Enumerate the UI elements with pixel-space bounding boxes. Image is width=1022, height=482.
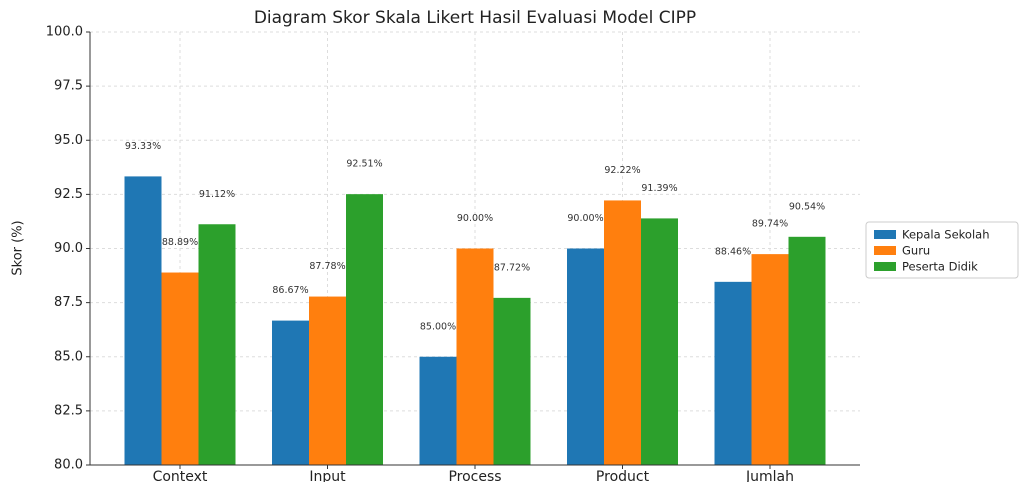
y-axis-label: Skor (%) xyxy=(11,220,26,275)
bar xyxy=(272,320,309,465)
y-tick-label: 100.0 xyxy=(46,25,83,40)
y-tick-label: 82.5 xyxy=(54,403,83,418)
value-label: 92.22% xyxy=(604,165,640,176)
bar xyxy=(124,176,162,465)
y-tick-label: 87.5 xyxy=(54,295,83,310)
value-label: 88.89% xyxy=(162,237,198,248)
bar xyxy=(456,248,494,465)
value-label: 91.39% xyxy=(641,183,677,194)
legend-label: Kepala Sekolah xyxy=(902,228,989,242)
value-label: 88.46% xyxy=(715,246,751,257)
y-tick-label: 80.0 xyxy=(54,458,83,473)
value-label: 90.54% xyxy=(789,201,825,212)
bar xyxy=(641,218,678,465)
bar xyxy=(198,224,236,465)
x-tick-label: Product xyxy=(596,469,650,482)
value-label: 89.74% xyxy=(752,219,788,230)
x-tick-label: Jumlah xyxy=(745,469,794,482)
legend-swatch xyxy=(874,246,896,255)
bar xyxy=(751,254,789,465)
y-tick-label: 92.5 xyxy=(54,187,83,202)
x-tick-label: Process xyxy=(448,469,501,482)
bar xyxy=(419,356,457,465)
value-label: 91.12% xyxy=(199,189,235,200)
legend-box xyxy=(865,221,1019,279)
value-label: 90.00% xyxy=(457,213,493,224)
legend-swatch xyxy=(874,262,896,271)
value-label: 85.00% xyxy=(420,321,456,332)
bar xyxy=(567,248,604,465)
value-label: 86.67% xyxy=(272,285,308,296)
x-tick-label: Input xyxy=(309,469,346,482)
bar xyxy=(161,272,199,465)
value-label: 93.33% xyxy=(125,141,161,152)
bar xyxy=(493,297,531,465)
legend-swatch xyxy=(874,230,896,239)
legend-label: Peserta Didik xyxy=(902,260,978,274)
bar xyxy=(346,194,383,465)
y-tick-label: 90.0 xyxy=(54,241,83,256)
y-tick-label: 85.0 xyxy=(54,349,83,364)
value-label: 87.72% xyxy=(494,262,530,273)
chart-title: Diagram Skor Skala Likert Hasil Evaluasi… xyxy=(254,8,696,28)
y-tick-label: 95.0 xyxy=(54,133,83,148)
bar xyxy=(788,236,826,465)
value-label: 90.00% xyxy=(567,213,603,224)
y-tick-label: 97.5 xyxy=(54,79,83,94)
legend-label: Guru xyxy=(902,244,930,258)
value-label: 92.51% xyxy=(346,159,382,170)
bar xyxy=(604,200,641,465)
bar xyxy=(309,296,346,465)
value-label: 87.78% xyxy=(309,261,345,272)
bar xyxy=(714,281,752,465)
x-tick-label: Context xyxy=(153,469,208,482)
